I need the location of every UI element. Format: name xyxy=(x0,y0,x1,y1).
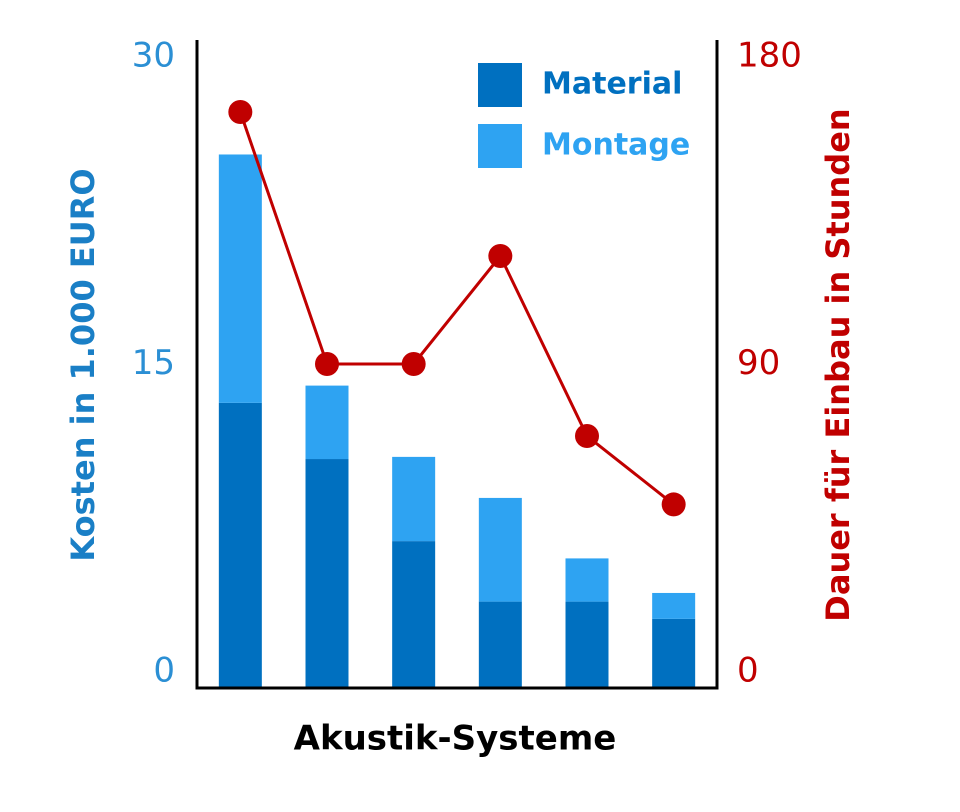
line-marker xyxy=(228,100,253,124)
bar-segment xyxy=(478,497,522,602)
x-axis-title: Akustik-Systeme xyxy=(294,719,617,759)
line-marker xyxy=(401,352,426,376)
bar-segment xyxy=(305,385,349,460)
y-tick-label: 0 xyxy=(153,651,175,691)
y-tick-label: 15 xyxy=(132,343,175,383)
bar-segment xyxy=(392,456,436,542)
bar-segment xyxy=(305,459,349,688)
bar-segment xyxy=(652,618,696,688)
line-marker xyxy=(661,492,686,517)
line-marker xyxy=(488,244,513,268)
legend-swatch xyxy=(478,124,522,168)
y-tick-label: 30 xyxy=(132,36,175,76)
legend-label: Montage xyxy=(542,128,690,163)
line-marker xyxy=(575,424,599,448)
bar-segment xyxy=(392,541,436,688)
y-axis-title: Kosten in 1.000 EURO xyxy=(64,168,102,561)
y2-tick-label: 90 xyxy=(737,343,780,383)
bar-segment xyxy=(218,402,262,688)
line-marker xyxy=(315,352,339,376)
y2-tick-label: 180 xyxy=(737,36,802,76)
legend-swatch xyxy=(478,63,522,107)
y2-tick-label: 0 xyxy=(737,651,759,691)
bar-segment xyxy=(218,154,262,403)
bar-segment xyxy=(478,601,522,688)
bar-segment xyxy=(652,592,696,619)
line xyxy=(238,111,675,506)
bar-segment xyxy=(565,558,609,602)
y2-axis-title: Dauer für Einbau in Stunden xyxy=(819,108,857,621)
legend-label: Material xyxy=(542,67,682,102)
bar-segment xyxy=(565,601,609,688)
